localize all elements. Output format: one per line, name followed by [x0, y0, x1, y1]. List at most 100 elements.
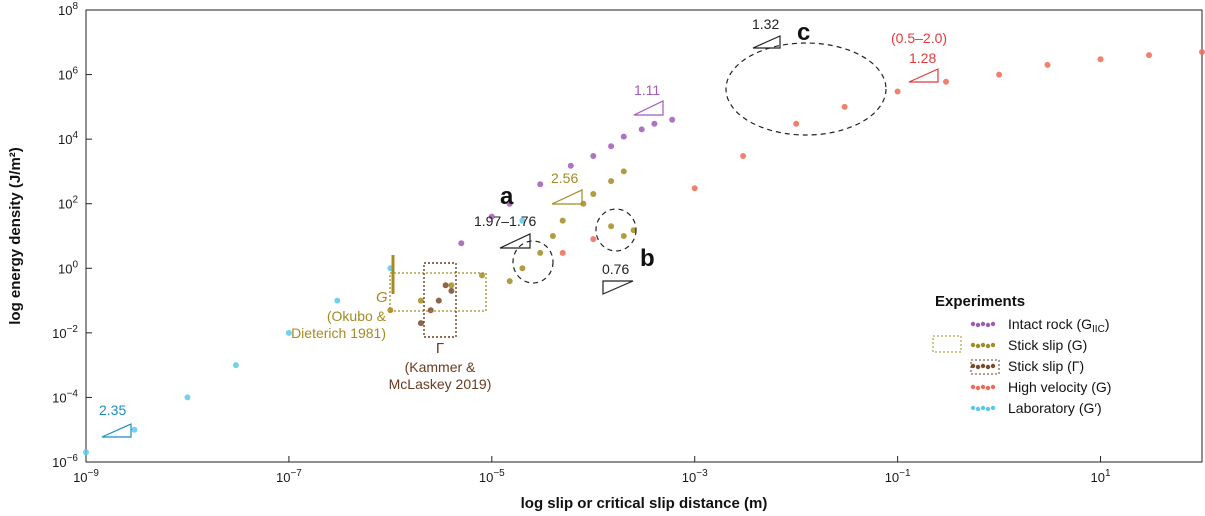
series-intact-rock-point	[567, 162, 574, 169]
slope-label-1-32: 1.32	[752, 16, 779, 32]
region-circle-c	[725, 42, 887, 136]
legend-label: High velocity (G)	[1008, 379, 1111, 395]
x-tick-label: 10−1	[885, 468, 911, 485]
region-circle-a	[512, 240, 554, 284]
plot-frame	[85, 9, 1203, 463]
kammer-citation-line1: (Kammer &	[405, 359, 476, 375]
legend-intact-rock: Intact rock (GIIC)	[970, 316, 1109, 335]
series-stick-slip-gamma-point	[442, 282, 449, 289]
y-tick-label: 10−2	[52, 324, 78, 341]
series-stick-slip-g-point	[479, 272, 485, 279]
series-intact-rock-point	[669, 116, 676, 123]
slope-triangles	[101, 35, 939, 438]
series-high-velocity-point	[894, 88, 901, 95]
legend-label: Stick slip (Γ)	[1008, 358, 1084, 374]
x-tick-label: 10−9	[73, 468, 99, 485]
legend-swatch-dot	[985, 343, 991, 349]
legend-label: Intact rock (GIIC)	[1008, 316, 1109, 335]
kammer-gamma-symbol: Γ	[436, 340, 444, 357]
legend-swatch-dot	[980, 384, 986, 390]
series-high-velocity-point	[1146, 52, 1152, 59]
kammer-gamma-box	[423, 262, 457, 338]
y-tick-label: 100	[58, 259, 78, 276]
series-stick-slip-gamma-point	[448, 287, 455, 294]
region-label-a: a	[500, 183, 514, 210]
legend-swatch-dot	[970, 321, 976, 327]
y-axis-label: log energy density (J/m²)	[7, 147, 24, 325]
legend-items: Intact rock (GIIC) Stick slip (G) Stick sl…	[932, 316, 1111, 416]
legend-swatch-dot	[990, 342, 996, 348]
series-stick-slip-g-point	[448, 282, 455, 289]
legend-swatch-dot	[975, 343, 981, 349]
series-high-velocity-point	[943, 78, 949, 85]
legend-swatch-dot	[980, 321, 986, 327]
x-tick-label: 101	[1091, 468, 1111, 485]
series-stick-slip-gamma-point	[427, 307, 434, 314]
series-stick-slip-g-point	[387, 307, 394, 314]
slope-label-1-11: 1.11	[634, 82, 660, 98]
series-high-velocity-point	[1199, 49, 1205, 55]
series-laboratory-point	[184, 394, 191, 401]
legend-swatch-dot	[980, 342, 986, 348]
series-laboratory-point	[131, 426, 138, 433]
series-stick-slip-g-point	[608, 223, 615, 230]
region-circle-b	[595, 208, 637, 252]
legend-swatch-dot	[990, 384, 996, 390]
series-stick-slip-g-point	[620, 233, 627, 239]
slope-triangle-laboratory	[101, 423, 132, 438]
series-high-velocity-point	[841, 103, 848, 110]
series-stick-slip-g-point	[519, 265, 526, 272]
series-stick-slip-g-point	[417, 297, 424, 304]
series-high-velocity-point	[1097, 56, 1104, 63]
series-laboratory-point	[285, 329, 292, 336]
legend-swatch-dot	[970, 405, 976, 411]
legend-swatch-dot	[975, 385, 981, 391]
series-laboratory-point	[232, 362, 239, 369]
series-high-velocity-point	[691, 185, 698, 192]
region-label-c: c	[797, 19, 810, 46]
slope-triangle-a	[499, 233, 531, 249]
slope-label-range: (0.5–2.0)	[891, 30, 947, 46]
series-stick-slip-g-point	[506, 278, 513, 285]
legend-swatch-dot	[985, 385, 991, 391]
legend-title: Experiments	[935, 293, 1025, 310]
slope-label-0-76: 0.76	[602, 261, 629, 277]
slope-triangle-b	[602, 280, 634, 295]
data-points	[83, 49, 1205, 456]
series-laboratory-point	[334, 297, 341, 304]
x-axis-label: log slip or critical slip distance (m)	[521, 495, 768, 512]
okubo-citation-line1: (Okubo &	[327, 308, 387, 324]
legend-swatch-dot	[990, 321, 996, 327]
series-stick-slip-g-point	[559, 217, 566, 224]
legend-swatch-dot	[970, 363, 976, 369]
series-stick-slip-g-point	[620, 168, 627, 175]
slope-triangle-intact	[633, 100, 664, 116]
slope-label-1-97: 1.97–1.76	[474, 213, 536, 229]
legend: Experiments Intact rock (GIIC) Stick slip…	[932, 293, 1111, 416]
series-intact-rock-point	[608, 143, 615, 150]
legend-kammer-box-icon	[970, 359, 1000, 375]
legend-swatch-dot	[985, 406, 991, 412]
series-intact-rock-point	[537, 181, 544, 188]
series-high-velocity-point	[793, 120, 800, 127]
okubo-g-box	[389, 272, 487, 312]
series-stick-slip-gamma-point	[417, 320, 424, 327]
legend-swatch-dot	[980, 405, 986, 411]
series-stick-slip-g-point	[608, 178, 615, 185]
legend-swatch-dot	[975, 322, 981, 328]
slope-triangle-stick	[551, 189, 583, 205]
series-stick-slip-g-point	[537, 249, 544, 256]
legend-swatch-dot	[990, 405, 996, 411]
legend-label: Laboratory (G′)	[1008, 400, 1102, 416]
series-intact-rock-point	[458, 240, 465, 247]
y-tick-label: 102	[58, 195, 78, 212]
x-tick-label: 10−3	[682, 468, 708, 485]
slope-label-2-56: 2.56	[551, 170, 578, 186]
legend-swatch-dot	[975, 406, 981, 412]
legend-okubo-box-icon	[932, 335, 962, 353]
series-laboratory-point	[83, 449, 89, 456]
series-stick-slip-g-point	[549, 233, 556, 239]
series-stick-slip-gamma-point	[435, 297, 442, 304]
y-tick-label: 104	[58, 130, 78, 147]
